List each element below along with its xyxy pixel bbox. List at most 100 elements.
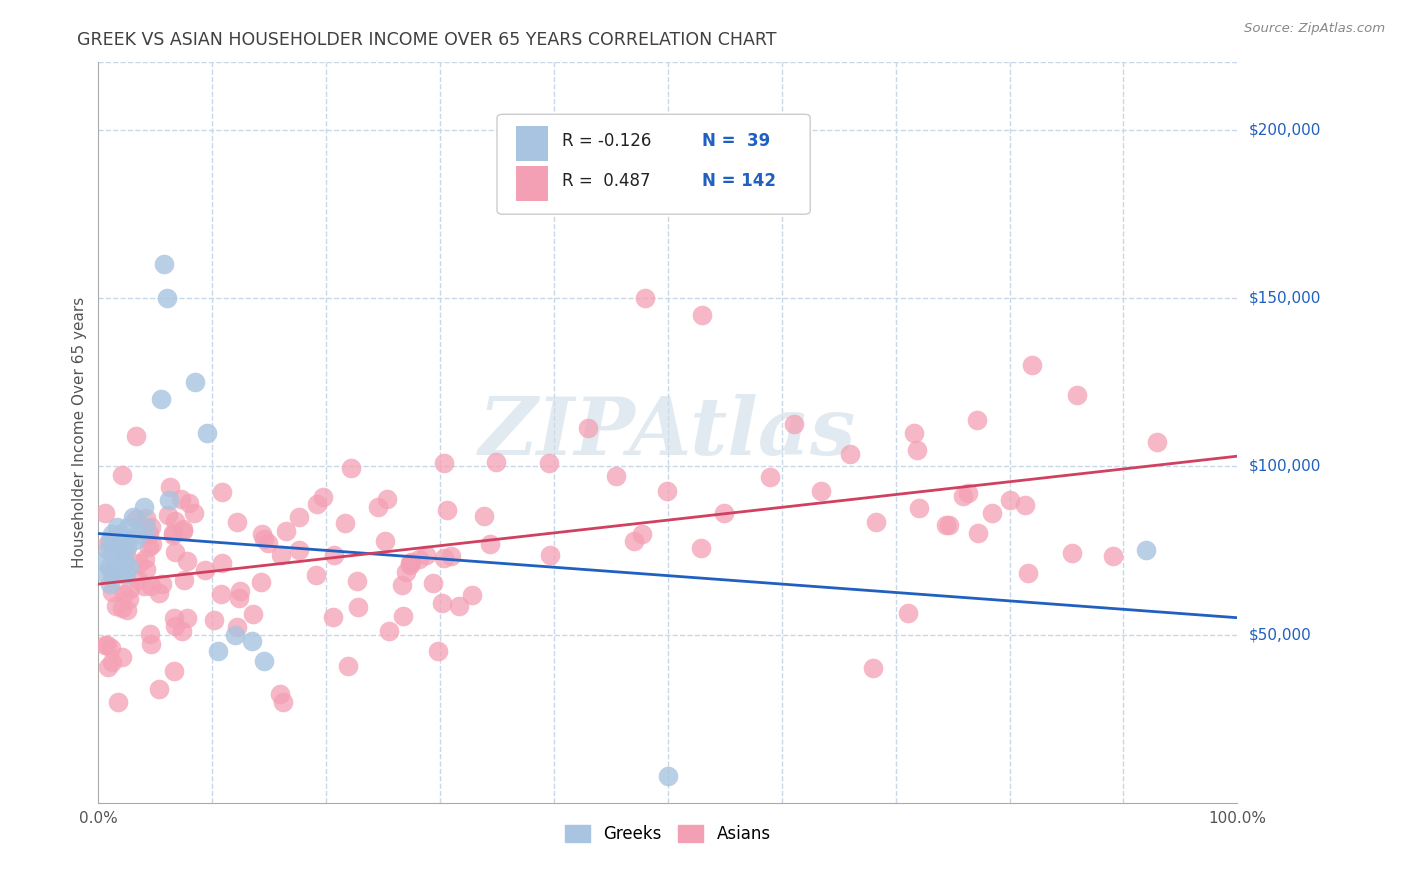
Point: [957, 486, 980, 500]
Point: [623, 533, 645, 548]
Point: [211, 484, 233, 499]
Point: [103, 547, 125, 561]
Point: [865, 516, 887, 530]
Point: [183, 507, 205, 521]
Point: [269, 687, 291, 701]
Point: [966, 526, 988, 541]
Point: [108, 566, 131, 581]
Point: [271, 695, 294, 709]
Point: [141, 537, 163, 551]
Point: [228, 584, 250, 599]
Text: GREEK VS ASIAN HOUSEHOLDER INCOME OVER 65 YEARS CORRELATION CHART: GREEK VS ASIAN HOUSEHOLDER INCOME OVER 6…: [77, 31, 778, 49]
Point: [392, 609, 415, 624]
Point: [138, 541, 160, 555]
Point: [307, 497, 329, 511]
Point: [759, 470, 782, 484]
Point: [150, 392, 173, 406]
Point: [810, 483, 832, 498]
Point: [250, 574, 273, 589]
Point: [224, 627, 246, 641]
Point: [132, 579, 155, 593]
Point: [162, 525, 184, 540]
Point: [323, 548, 346, 562]
Point: [538, 456, 561, 470]
Point: [100, 640, 122, 655]
Point: [135, 511, 157, 525]
Point: [170, 492, 193, 507]
Point: [101, 526, 124, 541]
Point: [162, 527, 184, 541]
Point: [101, 567, 124, 582]
Point: [952, 489, 974, 503]
Point: [472, 508, 495, 523]
FancyBboxPatch shape: [498, 114, 810, 214]
Point: [159, 480, 181, 494]
Point: [96, 638, 118, 652]
Point: [322, 610, 344, 624]
Point: [374, 534, 396, 549]
Point: [104, 553, 127, 567]
Point: [101, 656, 124, 670]
Point: [176, 611, 198, 625]
Point: [98, 577, 121, 591]
Point: [141, 579, 163, 593]
Point: [97, 660, 120, 674]
FancyBboxPatch shape: [516, 126, 548, 161]
Text: ZIPAtlas: ZIPAtlas: [479, 394, 856, 471]
Point: [862, 661, 884, 675]
Text: Source: ZipAtlas.com: Source: ZipAtlas.com: [1244, 22, 1385, 36]
Point: [127, 526, 149, 541]
Point: [896, 606, 918, 620]
Point: [163, 664, 186, 678]
Point: [657, 769, 679, 783]
Point: [118, 592, 141, 607]
Point: [202, 613, 225, 627]
Point: [118, 582, 141, 596]
Point: [172, 524, 194, 539]
Point: [111, 467, 134, 482]
Text: $150,000: $150,000: [1249, 291, 1320, 305]
Point: [148, 586, 170, 600]
Point: [124, 533, 146, 548]
Point: [103, 540, 125, 554]
Point: [408, 552, 430, 566]
Point: [1102, 549, 1125, 563]
Point: [433, 551, 456, 566]
Point: [193, 563, 215, 577]
Text: $50,000: $50,000: [1249, 627, 1312, 642]
Point: [105, 520, 128, 534]
Point: [115, 603, 138, 617]
Point: [150, 577, 173, 591]
Point: [225, 620, 247, 634]
Point: [378, 624, 401, 638]
Point: [838, 447, 860, 461]
Text: R = -0.126: R = -0.126: [562, 133, 651, 151]
Point: [340, 461, 363, 475]
Point: [690, 541, 713, 556]
Point: [141, 520, 163, 534]
Point: [415, 548, 437, 562]
Point: [177, 496, 200, 510]
Point: [713, 506, 735, 520]
Point: [426, 644, 449, 658]
Point: [93, 506, 115, 520]
Text: N = 142: N = 142: [702, 172, 776, 190]
Point: [287, 509, 309, 524]
Point: [107, 560, 129, 574]
Point: [139, 637, 162, 651]
Point: [110, 601, 132, 615]
Point: [461, 587, 484, 601]
Point: [367, 500, 389, 514]
Point: [399, 558, 422, 572]
Point: [391, 578, 413, 592]
Point: [337, 659, 360, 673]
Point: [93, 638, 115, 652]
Point: [242, 607, 264, 621]
Point: [163, 545, 186, 559]
Point: [111, 649, 134, 664]
Point: [162, 610, 184, 624]
Point: [115, 540, 138, 554]
Point: [905, 443, 928, 458]
Point: [128, 557, 150, 571]
Point: [209, 587, 232, 601]
